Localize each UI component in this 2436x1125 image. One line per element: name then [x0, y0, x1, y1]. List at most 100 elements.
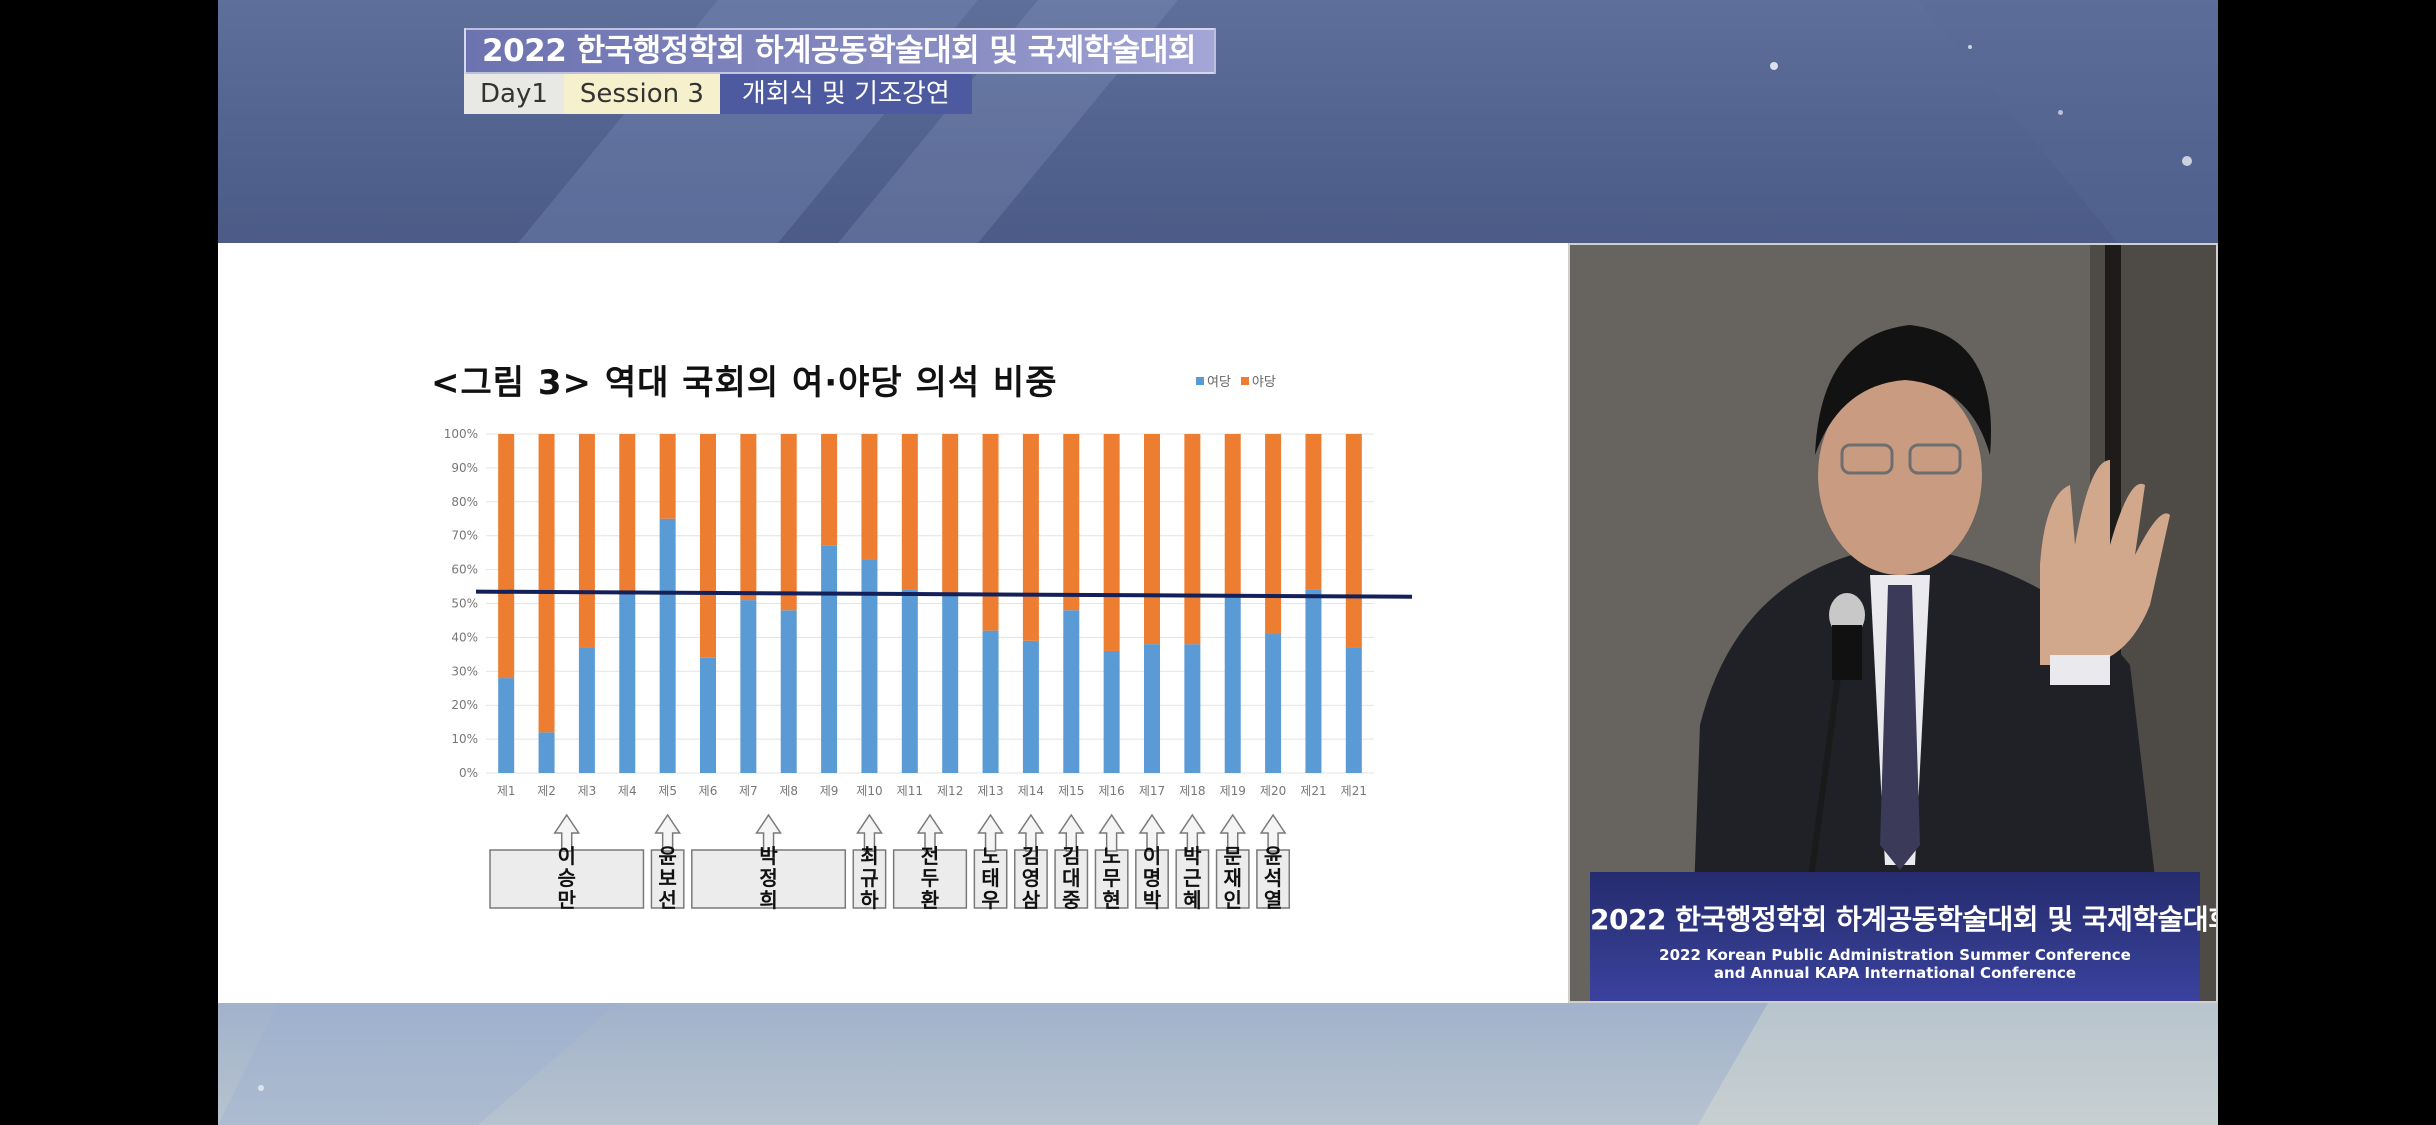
sparkle-decoration	[2182, 156, 2192, 166]
session-bar: Day1 Session 3 개회식 및 기조강연	[464, 74, 972, 114]
y-tick-label: 40%	[451, 630, 478, 644]
x-tick-label: 제18	[1179, 784, 1205, 798]
ruling-party-bar	[1144, 644, 1160, 773]
opposition-party-bar	[578, 434, 595, 648]
x-tick-label: 제10	[856, 784, 882, 798]
y-tick-label: 20%	[451, 698, 478, 712]
ruling-party-bar	[861, 559, 878, 773]
ruling-party-bar	[538, 732, 555, 773]
ruling-party-bar	[619, 593, 636, 773]
x-tick-label: 제8	[779, 784, 798, 798]
president-box	[650, 849, 685, 909]
opposition-party-bar	[619, 434, 636, 594]
y-tick-label: 50%	[451, 597, 478, 611]
opposition-party-bar	[821, 434, 838, 546]
y-tick-label: 10%	[451, 732, 478, 746]
opposition-party-bar	[1022, 434, 1039, 641]
opposition-party-bar	[1224, 434, 1241, 597]
president-arrow	[1017, 813, 1045, 852]
president-box	[852, 849, 887, 909]
x-tick-label: 제21	[1341, 784, 1367, 798]
x-tick-label: 제19	[1220, 784, 1246, 798]
opposition-party-bar	[1144, 434, 1160, 645]
x-tick-label: 제4	[618, 784, 637, 798]
ruling-party-bar	[1184, 644, 1201, 773]
president-arrow	[916, 813, 944, 852]
opposition-party-bar	[538, 434, 555, 733]
y-tick-label: 60%	[451, 563, 478, 577]
x-tick-label: 제20	[1260, 784, 1286, 798]
y-tick-label: 30%	[451, 664, 478, 678]
ruling-party-bar	[982, 630, 999, 773]
president-box	[892, 849, 968, 909]
x-tick-label: 제12	[937, 784, 963, 798]
president-arrow	[1098, 813, 1126, 852]
x-tick-label: 제9	[820, 784, 839, 798]
ruling-party-bar	[1224, 596, 1241, 773]
president-box	[1256, 849, 1291, 909]
session-title: 개회식 및 기조강연	[719, 74, 972, 114]
conference-title-banner: 2022 한국행정학회 하계공동학술대회 및 국제학술대회	[464, 28, 1216, 74]
president-arrow	[755, 813, 782, 852]
president-arrow	[1219, 813, 1247, 852]
x-tick-label: 제7	[739, 784, 758, 798]
podium-title-korean: 2022 한국행정학회 하계공동학술대회 및 국제학술대회	[1590, 903, 2218, 936]
opposition-party-bar	[942, 434, 959, 594]
ruling-party-bar	[821, 545, 838, 773]
y-tick-label: 80%	[451, 495, 478, 509]
opposition-party-bar	[1345, 434, 1362, 648]
ruling-party-bar	[498, 678, 515, 773]
legend-swatch	[1196, 376, 1204, 385]
opposition-party-bar	[1103, 434, 1120, 651]
ruling-party-bar	[1305, 589, 1322, 773]
y-tick-label: 100%	[444, 427, 478, 441]
x-tick-label: 제3	[578, 784, 597, 798]
podium-title-english-line2: and Annual KAPA International Conference	[1713, 964, 2077, 982]
sparkle-decoration	[258, 1085, 264, 1091]
opposition-party-bar	[861, 434, 878, 560]
president-arrow	[1178, 813, 1206, 852]
sparkle-decoration	[1770, 62, 1778, 70]
ruling-party-bar	[740, 600, 757, 773]
president-arrow	[977, 813, 1004, 852]
legend-swatch	[1240, 376, 1249, 385]
legend-item: 여당	[1196, 371, 1231, 390]
opposition-party-bar	[982, 434, 999, 631]
ruling-party-bar	[578, 647, 595, 773]
day-tag: Day1	[464, 74, 564, 114]
x-tick-label: 제14	[1018, 784, 1044, 798]
president-box	[1013, 849, 1048, 909]
y-tick-label: 90%	[451, 461, 478, 475]
ruling-party-bar	[659, 518, 676, 773]
ruling-party-bar	[1345, 647, 1362, 773]
x-tick-label: 제11	[897, 784, 923, 798]
opposition-party-bar	[740, 434, 757, 601]
president-box	[489, 849, 645, 909]
opposition-party-bar	[1305, 434, 1322, 590]
opposition-party-bar	[1265, 434, 1282, 635]
opposition-party-bar	[700, 434, 716, 658]
opposition-party-bar	[659, 434, 676, 519]
opposition-party-bar	[498, 434, 515, 679]
podium-title-english-line1: 2022 Korean Public Administration Summer…	[1659, 946, 2131, 964]
opposition-party-bar	[1184, 434, 1201, 645]
ruling-party-bar	[901, 589, 918, 773]
ruling-party-bar	[942, 593, 959, 773]
y-tick-label: 70%	[451, 529, 478, 543]
sparkle-decoration	[2058, 110, 2063, 115]
president-arrow	[1259, 813, 1287, 852]
x-tick-label: 제5	[658, 784, 677, 798]
ruling-party-bar	[780, 610, 797, 773]
president-box	[1135, 849, 1169, 909]
x-tick-label: 제15	[1058, 784, 1084, 798]
president-arrow	[856, 813, 883, 852]
opposition-party-bar	[901, 434, 918, 590]
president-arrow	[654, 813, 682, 852]
